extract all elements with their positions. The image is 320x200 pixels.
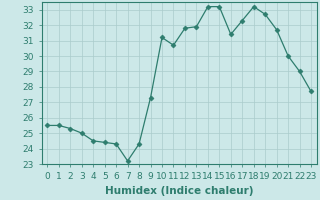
X-axis label: Humidex (Indice chaleur): Humidex (Indice chaleur) [105,186,253,196]
